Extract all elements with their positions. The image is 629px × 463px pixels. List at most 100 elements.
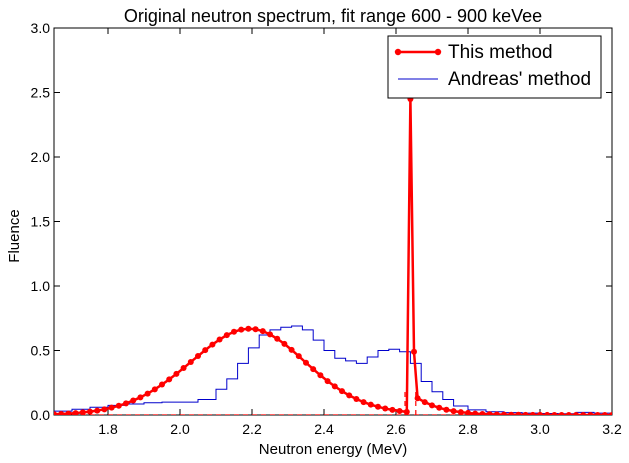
series-this-method-point bbox=[231, 328, 237, 335]
series-this-method-point bbox=[252, 326, 259, 333]
y-axis-label: Fluence bbox=[6, 209, 23, 262]
series-this-method-point bbox=[72, 410, 79, 415]
series-this-method-point bbox=[472, 410, 479, 415]
series-this-method-point bbox=[274, 335, 281, 342]
x-tick-label: 2.0 bbox=[170, 421, 190, 437]
series-this-method-point bbox=[259, 328, 266, 335]
x-tick-label: 1.8 bbox=[98, 421, 118, 437]
x-tick-label: 2.4 bbox=[314, 421, 334, 437]
series-this-method-point bbox=[331, 383, 338, 390]
series-this-method-point bbox=[443, 406, 450, 413]
x-axis-label: Neutron energy (MeV) bbox=[259, 441, 407, 458]
y-tick-label: 2.5 bbox=[31, 85, 51, 101]
series-this-method-point bbox=[411, 348, 417, 355]
series-this-method-point bbox=[346, 392, 353, 399]
series-this-method-point bbox=[267, 331, 273, 338]
series-this-method-point bbox=[587, 411, 594, 415]
series-this-method-point bbox=[187, 358, 194, 365]
legend-label-this-method: This method bbox=[448, 42, 553, 63]
legend: This method Andreas' method bbox=[387, 35, 602, 99]
series-this-method-point bbox=[580, 411, 587, 415]
x-tick-label: 2.2 bbox=[242, 421, 262, 437]
series-this-method-point bbox=[223, 332, 230, 339]
series-this-method-point bbox=[382, 405, 389, 412]
series-this-method-point bbox=[558, 411, 565, 415]
series-this-method-point bbox=[137, 394, 144, 401]
series-this-method-point bbox=[166, 376, 173, 383]
series-this-method-point bbox=[151, 386, 158, 393]
series-this-method-point bbox=[245, 325, 252, 332]
series-this-method-point bbox=[79, 409, 86, 415]
series-this-method-point bbox=[486, 411, 493, 415]
series-this-method-point bbox=[65, 410, 72, 415]
series-this-method-point bbox=[414, 395, 421, 402]
series-this-method-point bbox=[367, 401, 374, 408]
series-this-method-point bbox=[457, 409, 464, 415]
series-this-method-point bbox=[573, 411, 579, 415]
x-tick-label: 3.0 bbox=[530, 421, 550, 437]
series-this-method-point bbox=[529, 411, 536, 415]
legend-marker-this-method bbox=[394, 48, 402, 56]
series-this-method-point bbox=[421, 399, 428, 406]
y-tick-label: 2.0 bbox=[31, 149, 51, 165]
series-this-method-point bbox=[123, 400, 129, 407]
legend-box bbox=[387, 35, 602, 99]
series-this-method-point bbox=[360, 399, 367, 406]
series-this-method-point bbox=[115, 402, 122, 409]
series-this-method-point bbox=[159, 381, 165, 388]
series-this-method-point bbox=[108, 404, 115, 411]
series-this-method-point bbox=[195, 353, 201, 360]
y-tick-label: 3.0 bbox=[31, 20, 51, 36]
series-this-method-point bbox=[130, 397, 137, 404]
series-this-method-point bbox=[353, 396, 360, 403]
series-this-method-point bbox=[429, 402, 435, 409]
series-this-method-point bbox=[551, 411, 558, 415]
y-tick-label: 1.5 bbox=[31, 214, 51, 230]
series-this-method-point bbox=[180, 365, 187, 372]
series-andreas-method-line bbox=[54, 325, 612, 415]
series-this-method-point bbox=[375, 403, 381, 410]
series-this-method-point bbox=[601, 411, 608, 415]
series-this-method-point bbox=[396, 408, 403, 415]
series-this-method-point bbox=[565, 411, 572, 415]
series-this-method-point bbox=[144, 390, 151, 397]
series-this-method-point bbox=[450, 408, 457, 415]
series-this-method-point bbox=[493, 411, 500, 415]
series-this-method-point bbox=[515, 411, 522, 415]
series-this-method-point bbox=[324, 378, 331, 385]
y-tick-label: 0.0 bbox=[31, 407, 51, 423]
plot-area: 1.8 2.0 2.2 2.4 2.6 2.8 3.0 3.2 0.0 0.5 1.0 1.5 2.0 2… bbox=[31, 20, 622, 437]
series-this-method-point bbox=[94, 407, 101, 414]
legend-marker-this-method bbox=[434, 48, 442, 56]
series-this-method-line bbox=[54, 98, 612, 415]
series-this-method-point bbox=[54, 411, 57, 415]
x-tick-label: 2.6 bbox=[386, 421, 406, 437]
series-this-method-point bbox=[317, 372, 324, 379]
series-this-method-point bbox=[87, 408, 93, 415]
series-this-method-point bbox=[310, 366, 317, 373]
series-this-method-point bbox=[288, 346, 295, 353]
x-tick-label: 3.2 bbox=[602, 421, 622, 437]
series-this-method-point bbox=[508, 411, 515, 415]
series-this-method-point bbox=[501, 411, 507, 415]
series-this-method-point bbox=[281, 340, 288, 347]
series-this-method-point bbox=[216, 336, 223, 343]
series-this-method-point bbox=[339, 388, 345, 395]
series-this-method-point bbox=[303, 359, 309, 366]
y-tick-label: 1.0 bbox=[31, 278, 51, 294]
data-series bbox=[54, 95, 612, 415]
series-this-method-point bbox=[101, 406, 108, 413]
series-this-method-point bbox=[173, 370, 180, 377]
series-this-method-point bbox=[238, 326, 245, 333]
series-this-method-point bbox=[389, 406, 396, 413]
series-this-method-point bbox=[594, 411, 601, 415]
x-tick-label: 2.8 bbox=[458, 421, 478, 437]
series-this-method-point bbox=[544, 411, 551, 415]
series-this-method-point bbox=[436, 404, 443, 411]
series-this-method-point bbox=[479, 410, 486, 415]
series-this-method-point bbox=[209, 341, 216, 348]
series-this-method-point bbox=[465, 409, 471, 415]
series-this-method-point bbox=[522, 411, 529, 415]
legend-label-andreas-method: Andreas' method bbox=[448, 69, 591, 90]
